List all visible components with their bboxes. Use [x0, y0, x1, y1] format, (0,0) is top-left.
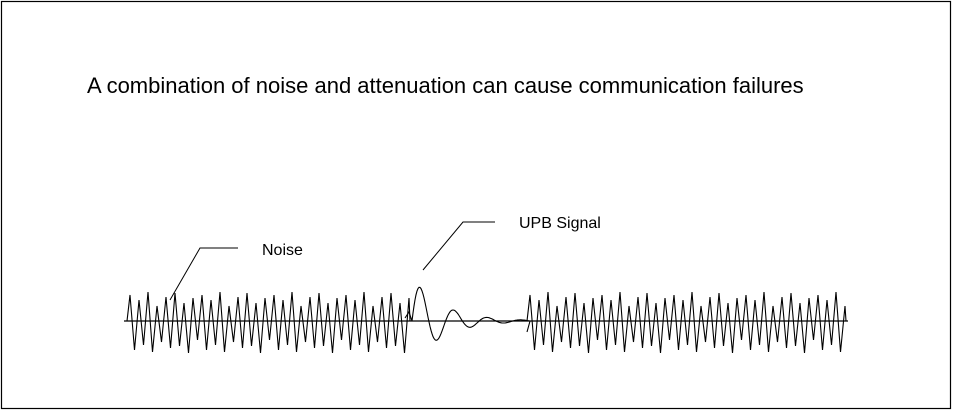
signal-label: UPB Signal	[519, 215, 601, 232]
signal-leader	[422, 221, 495, 271]
noise-right	[526, 291, 847, 354]
noise-left	[126, 291, 411, 354]
waveforms	[126, 286, 847, 354]
noise-label: Noise	[262, 242, 303, 259]
noise-leader	[169, 247, 238, 301]
upb-signal	[404, 286, 531, 341]
title: A combination of noise and attenuation c…	[87, 73, 804, 98]
